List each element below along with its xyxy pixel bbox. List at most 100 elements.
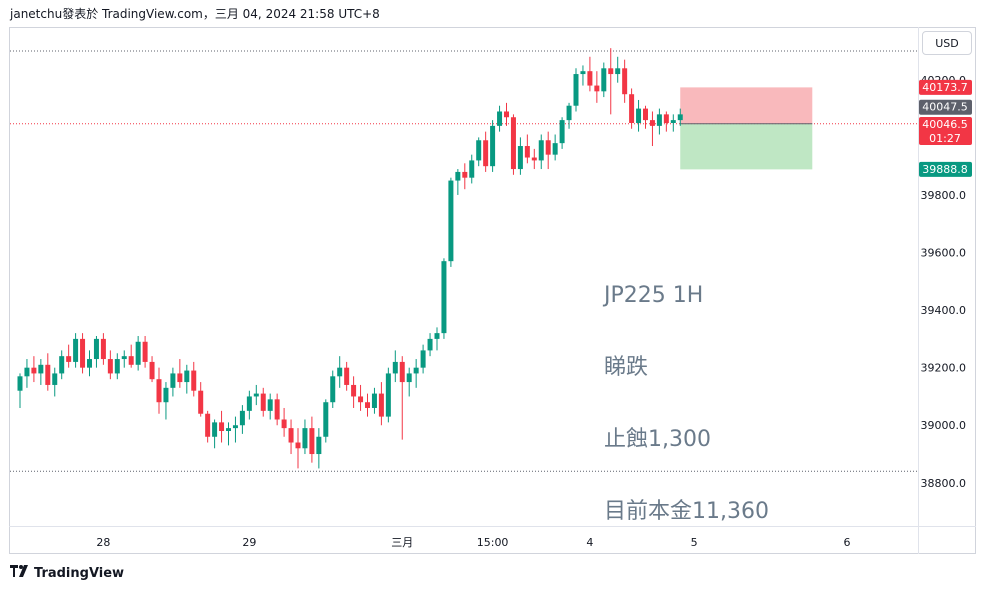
candle-body bbox=[232, 425, 238, 429]
price-label-countdown: 01:27 bbox=[929, 132, 961, 145]
candle-body bbox=[587, 71, 593, 86]
price-label-bg bbox=[919, 99, 972, 115]
candle-body bbox=[191, 370, 197, 391]
candle-body bbox=[413, 367, 419, 374]
candle-body bbox=[288, 428, 294, 443]
candle-body bbox=[87, 359, 92, 368]
candle-body bbox=[504, 111, 509, 118]
candle-body bbox=[163, 387, 169, 403]
annotation-line-capital: 目前本金11,360 bbox=[604, 499, 769, 524]
time-axis-separator bbox=[9, 526, 976, 527]
candle-body bbox=[594, 85, 600, 92]
footer-brand[interactable]: TradingView bbox=[10, 565, 124, 581]
candle-body bbox=[31, 367, 37, 374]
candle-body bbox=[510, 117, 516, 170]
annotation-line-direction: 睇跌 bbox=[604, 355, 649, 380]
candle-body bbox=[427, 338, 433, 351]
candle-body bbox=[566, 105, 572, 121]
candle-body bbox=[239, 410, 245, 426]
candle-body bbox=[73, 338, 79, 362]
candle-body bbox=[545, 140, 551, 155]
candle-body bbox=[636, 108, 642, 123]
candle-body bbox=[330, 376, 336, 403]
candle-body bbox=[365, 402, 370, 408]
candle-body bbox=[497, 111, 503, 126]
candle-body bbox=[531, 157, 537, 161]
y-tick-label: 39800.0 bbox=[921, 189, 967, 202]
x-tick-label: 4 bbox=[586, 536, 593, 549]
candle-body bbox=[622, 68, 628, 95]
candle-body bbox=[351, 384, 357, 397]
candle-body bbox=[649, 120, 655, 126]
candle-body bbox=[524, 146, 530, 158]
stop-loss-zone bbox=[680, 87, 813, 124]
candle-body bbox=[517, 146, 523, 170]
candle-body bbox=[656, 114, 662, 126]
price-label-value: 39888.8 bbox=[922, 163, 968, 176]
candle-body bbox=[378, 393, 384, 417]
candle-body bbox=[107, 359, 113, 374]
candle-body bbox=[371, 393, 377, 408]
candle-body bbox=[643, 108, 648, 121]
candle-body bbox=[184, 370, 190, 383]
candle-body bbox=[677, 114, 683, 121]
candle-body bbox=[114, 359, 120, 374]
candle-body bbox=[392, 361, 398, 374]
candle-body bbox=[24, 367, 30, 377]
candle-body bbox=[302, 428, 308, 449]
candle-body bbox=[246, 396, 252, 411]
candle-body bbox=[344, 367, 350, 385]
candle-body bbox=[38, 364, 44, 374]
candle-body bbox=[434, 333, 440, 339]
price-label-value: 40047.5 bbox=[922, 101, 968, 114]
y-tick-label: 39000.0 bbox=[921, 419, 967, 432]
y-tick-label: 39600.0 bbox=[921, 247, 967, 260]
candle-body bbox=[316, 436, 322, 455]
x-tick-label: 15:00 bbox=[477, 536, 509, 549]
candle-body bbox=[17, 376, 23, 391]
tradingview-logo-icon bbox=[10, 565, 30, 581]
candle-body bbox=[219, 422, 225, 432]
candle-body bbox=[198, 390, 204, 414]
x-tick-label: 三月 bbox=[391, 536, 413, 549]
chart-header-attribution: janetchu發表於 TradingView.com，三月 04, 2024 … bbox=[10, 7, 380, 21]
candle-body bbox=[226, 428, 231, 432]
candle-body bbox=[170, 373, 176, 388]
take-profit-zone bbox=[680, 123, 813, 170]
x-tick-label: 6 bbox=[844, 536, 851, 549]
candle-body bbox=[385, 373, 391, 417]
currency-button[interactable]: USD bbox=[922, 31, 972, 55]
price-label-bg bbox=[919, 79, 972, 95]
price-label-bg bbox=[919, 161, 972, 177]
x-tick-label: 29 bbox=[242, 536, 256, 549]
candle-body bbox=[281, 419, 287, 429]
x-tick-label: 28 bbox=[96, 536, 110, 549]
candle-body bbox=[455, 171, 461, 181]
candle-body bbox=[615, 68, 621, 75]
y-tick-label: 38800.0 bbox=[921, 477, 967, 490]
candle-body bbox=[441, 261, 447, 334]
candle-body bbox=[52, 373, 58, 385]
candle-body bbox=[483, 140, 489, 167]
candle-body bbox=[448, 180, 454, 262]
candle-body bbox=[323, 402, 329, 437]
y-tick-label: 39400.0 bbox=[921, 304, 967, 317]
candle-body bbox=[135, 341, 141, 365]
candle-body bbox=[274, 399, 280, 420]
candle-body bbox=[663, 114, 669, 123]
candle-body bbox=[177, 373, 183, 383]
chart-frame bbox=[9, 27, 976, 554]
candle-body bbox=[149, 361, 155, 380]
price-label-bg bbox=[919, 117, 972, 146]
x-tick-label: 5 bbox=[691, 536, 698, 549]
annotation-line-stop-loss: 止蝕1,300 bbox=[604, 427, 711, 452]
price-axis-separator bbox=[918, 27, 919, 554]
candle-body bbox=[490, 125, 496, 167]
footer-brand-label: TradingView bbox=[34, 565, 125, 581]
candle-body bbox=[142, 341, 148, 362]
candle-body bbox=[399, 361, 405, 383]
candle-body bbox=[538, 140, 544, 161]
candle-body bbox=[580, 71, 586, 75]
y-tick-label: 39200.0 bbox=[921, 362, 967, 375]
